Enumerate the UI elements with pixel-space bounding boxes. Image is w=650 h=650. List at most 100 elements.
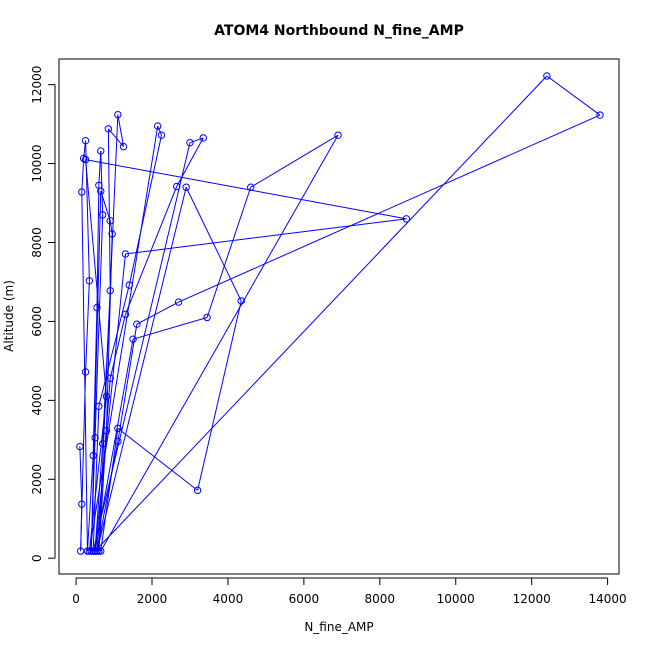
x-tick-label: 12000: [513, 592, 551, 606]
series-segment: [94, 443, 104, 552]
data-point: [81, 368, 90, 376]
data-point: [121, 310, 130, 319]
data-point: [334, 131, 342, 139]
series-segment: [85, 159, 107, 397]
series-segment: [117, 324, 138, 442]
data-point: [85, 547, 94, 555]
series-segment: [92, 142, 191, 552]
data-point: [203, 313, 211, 322]
series-segment: [197, 300, 242, 491]
y-tick-label: 12000: [30, 66, 44, 104]
series-segment: [124, 186, 178, 315]
data-point: [106, 374, 114, 382]
series-segment: [100, 134, 339, 552]
data-point: [237, 297, 245, 305]
data-point: [91, 434, 99, 442]
series-segment: [81, 158, 85, 193]
data-point: [87, 547, 95, 555]
plot-frame: [58, 58, 620, 575]
data-point: [97, 187, 105, 195]
y-tick-label: 10000: [30, 144, 44, 182]
series-segment: [132, 317, 208, 340]
data-point: [157, 131, 166, 139]
data-point: [102, 392, 111, 401]
series-segment: [189, 137, 204, 144]
y-tick-label: 0: [30, 554, 44, 562]
data-point: [154, 122, 162, 130]
series-segment: [128, 135, 162, 286]
series-segment: [125, 218, 407, 255]
data-point: [121, 250, 130, 258]
data-point: [114, 437, 122, 446]
x-axis: 0 2000 4000 6000 8000 10000 12000 14000: [72, 577, 627, 606]
series-segment: [92, 307, 98, 456]
series-segment: [96, 378, 111, 552]
series-segment: [117, 114, 125, 147]
data-point: [93, 547, 101, 555]
series-lines: [79, 75, 601, 552]
series-segment: [94, 253, 126, 552]
series-segment: [100, 428, 119, 552]
data-point: [402, 215, 411, 223]
data-point: [186, 138, 194, 147]
series-segment: [94, 339, 134, 552]
series-segment: [85, 159, 407, 220]
series-segment: [157, 125, 162, 136]
data-point: [129, 335, 137, 343]
series-segment: [206, 187, 252, 318]
y-axis: 0 2000 4000 6000 8000 10000 12000: [30, 66, 56, 562]
y-tick-label: 4000: [30, 385, 44, 416]
x-tick-label: 14000: [589, 592, 627, 606]
series-segment: [136, 301, 179, 325]
data-point: [81, 136, 90, 145]
series-segment: [81, 191, 88, 552]
data-point: [133, 320, 141, 328]
series-segment: [90, 191, 102, 552]
data-point: [596, 111, 604, 119]
data-point: [106, 286, 114, 295]
data-point: [172, 182, 181, 191]
y-axis-label: Altitude (m): [2, 280, 16, 352]
x-tick-label: 6000: [289, 592, 320, 606]
data-point: [76, 442, 84, 451]
series-segment: [546, 75, 601, 116]
series-segment: [100, 191, 111, 221]
data-point: [98, 440, 107, 448]
series-segment: [250, 134, 339, 188]
series-segment: [176, 137, 204, 187]
series-points: [76, 72, 604, 555]
series-segment: [107, 128, 124, 147]
data-point: [81, 155, 90, 164]
data-point: [182, 183, 190, 191]
x-tick-label: 8000: [365, 592, 396, 606]
y-tick-label: 8000: [30, 227, 44, 258]
series-segment: [85, 280, 90, 372]
data-point: [98, 211, 107, 219]
data-point: [125, 281, 133, 289]
x-tick-label: 2000: [137, 592, 168, 606]
series-segment: [96, 441, 119, 552]
series-segment: [98, 285, 130, 407]
series-segment: [109, 220, 113, 234]
x-tick-label: 0: [72, 592, 80, 606]
data-point: [95, 402, 103, 410]
y-tick-label: 6000: [30, 306, 44, 337]
data-point: [119, 142, 128, 151]
series-segment: [94, 214, 104, 438]
data-point: [89, 547, 97, 555]
data-point: [91, 547, 99, 555]
data-point: [97, 547, 105, 555]
data-point: [193, 486, 202, 495]
series-segment: [94, 75, 548, 552]
data-point: [174, 298, 183, 306]
series-segment: [185, 187, 242, 302]
data-point: [89, 451, 97, 460]
data-point: [104, 125, 113, 133]
series-segment: [86, 455, 94, 552]
series-segment: [88, 396, 107, 552]
data-point: [102, 427, 111, 435]
data-point: [78, 188, 86, 196]
data-point: [78, 500, 86, 508]
data-point: [83, 547, 92, 555]
